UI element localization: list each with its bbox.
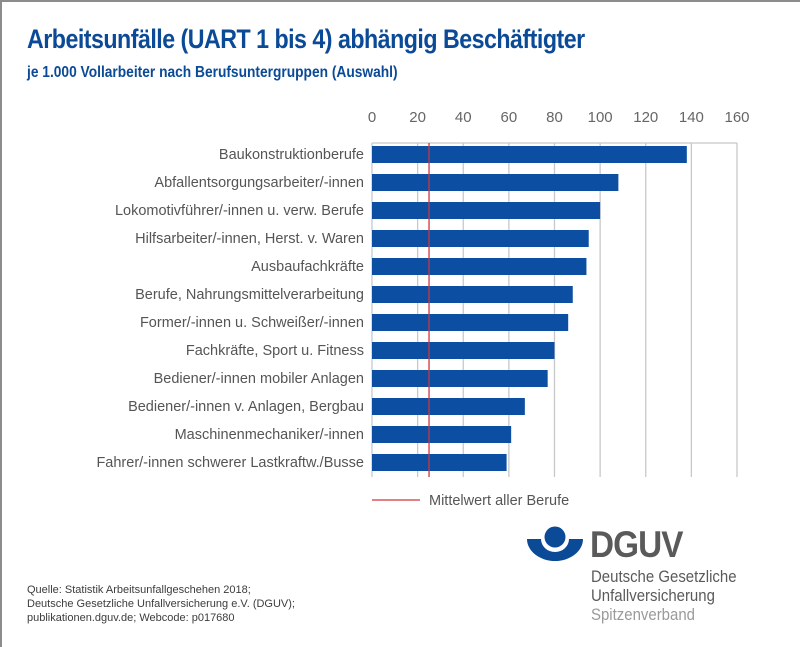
x-tick-label: 140 [679,109,704,126]
category-label: Fahrer/-innen schwerer Lastkraftw./Busse [96,455,364,471]
source-line: Quelle: Statistik Arbeitsunfallgeschehen… [27,584,251,596]
logo-line-3: Spitzenverband [591,605,695,624]
bar [372,454,507,471]
bar [372,398,525,415]
category-label: Former/-innen u. Schweißer/-innen [140,315,364,331]
bars [372,146,687,471]
category-label: Berufe, Nahrungsmittelverarbeitung [135,287,364,303]
bar [372,314,569,331]
source-line: Deutsche Gesetzliche Unfallversicherung … [27,598,295,610]
category-label: Baukonstruktionberufe [219,147,364,163]
x-tick-label: 80 [546,109,563,126]
chart-title: Arbeitsunfälle (UART 1 bis 4) abhängig B… [27,24,585,54]
category-label: Bediener/-innen mobiler Anlagen [154,371,364,387]
source-line: publikationen.dguv.de; Webcode: p017680 [27,612,235,624]
gridlines [371,142,738,477]
x-tick-label: 0 [368,109,376,126]
category-label: Ausbaufachkräfte [251,259,364,275]
bar [372,426,512,443]
dguv-logo-icon [527,526,583,561]
bar-chart: 0 20 40 60 80 100 120 140 160 Baukonstruktionber… [96,109,750,509]
bar [372,174,619,191]
logo-line-1: Deutsche Gesetzliche [591,567,737,586]
category-label: Hilfsarbeiter/-innen, Herst. v. Waren [135,231,364,247]
category-label: Lokomotivführer/-innen u. verw. Berufe [115,203,364,219]
legend-label: Mittelwert aller Berufe [429,493,569,509]
x-tick-label: 60 [501,109,518,126]
logo-wordmark: DGUV [590,524,684,565]
chart-subtitle: je 1.000 Vollarbeiter nach Berufsuntergr… [27,64,398,81]
x-tick-label: 40 [455,109,472,126]
bar [372,202,601,219]
bar [372,370,548,387]
category-label: Fachkräfte, Sport u. Fitness [186,343,364,359]
category-label: Abfallentsorgungsarbeiter/-innen [154,175,364,191]
bar [372,230,589,247]
x-tick-label: 100 [588,109,613,126]
category-label: Bediener/-innen v. Anlagen, Bergbau [128,399,364,415]
x-axis-ticks: 0 20 40 60 80 100 120 140 160 [368,109,750,126]
x-tick-label: 120 [633,109,658,126]
x-tick-label: 160 [724,109,749,126]
category-labels: Baukonstruktionberufe Abfallentsorgungsar… [96,147,364,471]
x-tick-label: 20 [409,109,426,126]
logo-line-2: Unfallversicherung [591,586,715,605]
category-label: Maschinenmechaniker/-innen [175,427,364,443]
bar [372,286,573,303]
source-note: Quelle: Statistik Arbeitsunfallgeschehen… [27,583,295,625]
bar [372,258,587,275]
bar [372,342,555,359]
bar [372,146,687,163]
legend: Mittelwert aller Berufe [372,493,569,509]
